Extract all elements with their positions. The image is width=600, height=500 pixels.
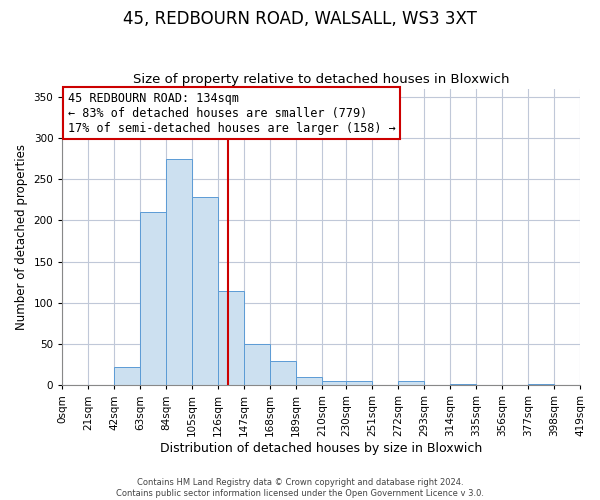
Y-axis label: Number of detached properties: Number of detached properties — [15, 144, 28, 330]
Bar — [322, 381, 348, 386]
Bar — [244, 344, 270, 386]
Text: 45, REDBOURN ROAD, WALSALL, WS3 3XT: 45, REDBOURN ROAD, WALSALL, WS3 3XT — [123, 10, 477, 28]
Bar — [114, 367, 140, 386]
Bar — [192, 198, 218, 386]
Bar — [398, 381, 424, 386]
Bar — [346, 381, 373, 386]
Bar — [166, 158, 192, 386]
Title: Size of property relative to detached houses in Bloxwich: Size of property relative to detached ho… — [133, 73, 509, 86]
Bar — [450, 384, 476, 386]
Text: Contains HM Land Registry data © Crown copyright and database right 2024.
Contai: Contains HM Land Registry data © Crown c… — [116, 478, 484, 498]
X-axis label: Distribution of detached houses by size in Bloxwich: Distribution of detached houses by size … — [160, 442, 482, 455]
Bar — [270, 360, 296, 386]
Bar — [140, 212, 166, 386]
Bar — [218, 290, 244, 386]
Bar — [296, 377, 322, 386]
Bar — [528, 384, 554, 386]
Text: 45 REDBOURN ROAD: 134sqm
← 83% of detached houses are smaller (779)
17% of semi-: 45 REDBOURN ROAD: 134sqm ← 83% of detach… — [68, 92, 395, 134]
